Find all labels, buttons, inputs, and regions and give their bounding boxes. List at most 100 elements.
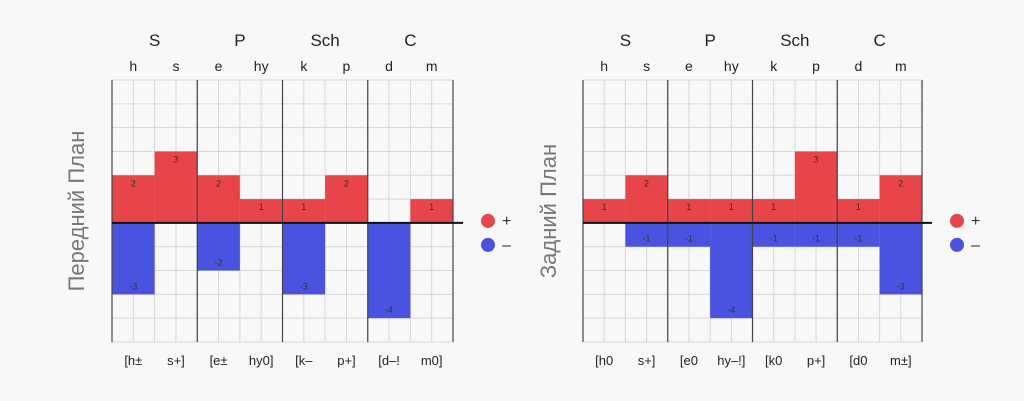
y-axis-title: Задний План (536, 144, 561, 278)
bottom-label: p+] (807, 353, 825, 368)
frame (582, 80, 932, 342)
bottom-label: [e0 (680, 353, 698, 368)
category-label: hy (724, 58, 739, 74)
bars: 1 2 1 1 1 3 1 2 -1 -1 -4 -1 -1 -1 -3 (583, 151, 922, 319)
data-label: 1 (686, 202, 691, 212)
category-label: k (770, 58, 778, 74)
bar-negative (197, 222, 240, 271)
bar-negative (112, 222, 155, 295)
category-label: m (426, 58, 438, 74)
bar-positive (325, 175, 368, 223)
bar-negative (752, 222, 795, 247)
bar-negative (879, 222, 922, 295)
legend-marker (950, 237, 964, 252)
bar-positive (837, 199, 880, 223)
category-label: p (812, 58, 820, 74)
category-label: e (685, 58, 693, 74)
bar-negative (794, 222, 838, 247)
bottom-label: [k– (295, 353, 313, 368)
bars: 2 3 2 1 1 2 1 -3 -2 -3 -4 (112, 151, 453, 319)
bottom-label: [h± (124, 353, 142, 368)
bar-negative (625, 222, 668, 247)
data-label: -4 (727, 305, 735, 315)
data-label: -1 (685, 234, 693, 244)
legend-label: + (502, 213, 511, 230)
bar-negative (710, 222, 753, 319)
group-label: S (620, 31, 631, 50)
bottom-label: m0] (421, 353, 443, 368)
y-axis-title: Передний План (64, 131, 89, 292)
data-label: -1 (854, 234, 862, 244)
bar-positive (667, 199, 711, 223)
bar-positive (879, 175, 922, 223)
group-label: C (873, 31, 885, 50)
category-label: e (215, 58, 223, 74)
bar-positive (410, 199, 453, 223)
group-label: S (149, 31, 160, 50)
bar-positive (282, 199, 326, 223)
chart-back-plan: 1 2 1 1 1 3 1 2 -1 -1 -4 -1 -1 -1 -3 S P Sch Ch s e hy k p d m [h0… (536, 31, 980, 368)
bottom-label: hy–!] (717, 353, 745, 368)
data-label: 1 (602, 202, 607, 212)
bottom-label: [d–! (378, 353, 400, 368)
group-label: P (704, 31, 715, 50)
bar-positive (625, 175, 668, 223)
data-label: -4 (385, 305, 393, 315)
category-label: m (895, 58, 907, 74)
frame (111, 80, 463, 342)
bar-negative (367, 222, 411, 319)
data-label: 2 (644, 178, 649, 188)
category-label: p (343, 58, 351, 74)
bar-positive (154, 151, 198, 223)
bar-positive (710, 199, 753, 223)
data-label: 2 (216, 178, 221, 188)
category-label: d (385, 58, 393, 74)
legend-marker (481, 213, 495, 228)
bar-negative (282, 222, 326, 295)
bottom-label: [d0 (849, 353, 867, 368)
category-label: d (855, 58, 863, 74)
chart-front-plan: 2 3 2 1 1 2 1 -3 -2 -3 -4 S P Sch Ch s e hy k p d m [h± s+] [e± h… (64, 31, 511, 368)
bottom-label: s+] (167, 353, 185, 368)
data-label: 3 (173, 154, 178, 164)
category-label: h (600, 58, 608, 74)
data-label: 1 (259, 202, 264, 212)
legend: +– (481, 213, 511, 254)
category-label: s (172, 58, 179, 74)
bottom-label: s+] (638, 353, 656, 368)
legend-label: – (971, 237, 980, 254)
bar-positive (112, 175, 155, 223)
bottom-label: hy0] (249, 353, 274, 368)
group-label: P (234, 31, 245, 50)
data-label: -3 (300, 281, 308, 291)
data-label: 1 (429, 202, 434, 212)
category-label: hy (254, 58, 269, 74)
data-label: -3 (129, 281, 137, 291)
category-label: k (300, 58, 308, 74)
data-label: 2 (344, 178, 349, 188)
data-label: 2 (898, 178, 903, 188)
bar-positive (752, 199, 795, 223)
bottom-label: p+] (337, 353, 355, 368)
bar-positive (583, 199, 626, 223)
bar-negative (667, 222, 711, 247)
data-label: -1 (812, 234, 820, 244)
bar-negative (837, 222, 880, 247)
bottom-label: m±] (890, 353, 912, 368)
data-label: 2 (131, 178, 136, 188)
legend-marker (950, 213, 964, 228)
legend-marker (481, 237, 495, 252)
legend: +– (950, 213, 980, 254)
bar-positive (794, 151, 838, 223)
category-label: s (643, 58, 650, 74)
group-label: C (404, 31, 416, 50)
data-label: -1 (770, 234, 778, 244)
data-label: -3 (897, 281, 905, 291)
legend-label: + (971, 213, 980, 230)
category-label: h (129, 58, 137, 74)
bottom-label: [e± (210, 353, 228, 368)
bottom-label: [h0 (595, 353, 613, 368)
data-label: -2 (215, 258, 223, 268)
group-label: Sch (780, 31, 809, 50)
